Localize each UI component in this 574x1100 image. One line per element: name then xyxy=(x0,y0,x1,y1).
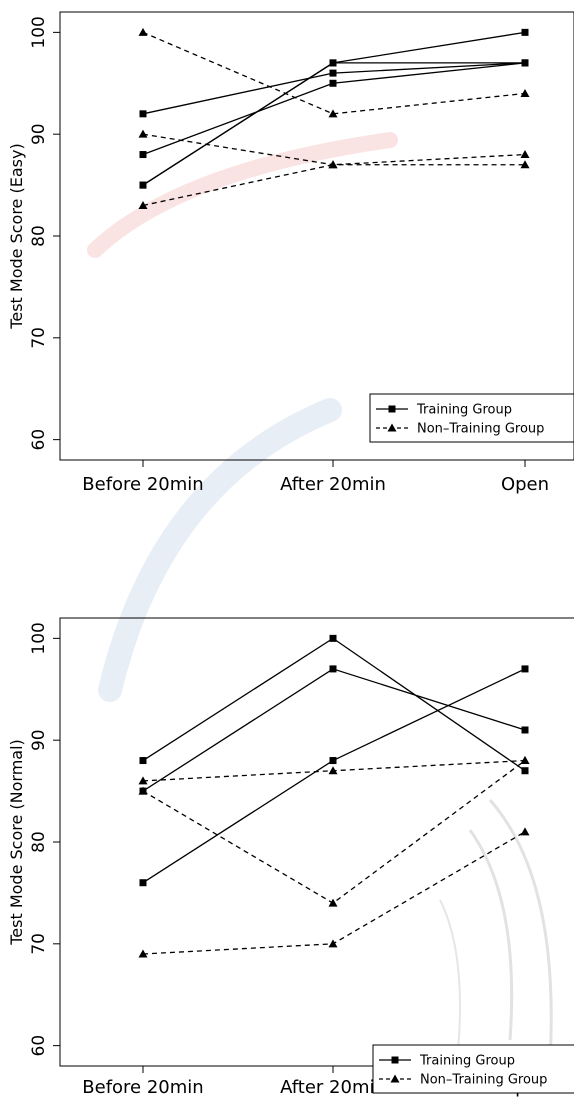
data-point xyxy=(328,160,338,169)
data-point xyxy=(328,766,338,775)
y-tick-label: 90 xyxy=(29,729,49,751)
data-point xyxy=(520,827,530,836)
legend-box xyxy=(372,1044,574,1094)
y-tick-label: 90 xyxy=(29,123,49,145)
legend-marker xyxy=(390,1074,400,1083)
x-tick-label: Before 20min xyxy=(82,474,203,495)
data-point xyxy=(329,79,337,87)
data-point xyxy=(521,28,529,36)
data-point xyxy=(139,181,147,189)
data-point xyxy=(138,949,148,958)
y-tick-label: 70 xyxy=(29,933,49,955)
data-point xyxy=(521,767,529,775)
data-point xyxy=(329,634,337,642)
legend-marker xyxy=(387,423,397,432)
data-point xyxy=(138,129,148,138)
series-line xyxy=(142,760,526,904)
data-point xyxy=(139,879,147,887)
data-point xyxy=(328,939,338,948)
y-axis-label: Test Mode Score (Normal) xyxy=(7,739,26,946)
data-point xyxy=(138,776,148,785)
x-tick-label: Before 20min xyxy=(82,1077,203,1098)
x-tick-label: Open xyxy=(501,474,549,495)
legend: Training Group Non–Training Group xyxy=(372,1044,574,1094)
series-training-line xyxy=(139,634,529,775)
plot-frame xyxy=(59,617,574,1067)
series-training-line xyxy=(139,665,529,795)
x-tick-label: After 20min xyxy=(280,474,386,495)
chart-panel-normal: 60 70 80 90 100 Test Mode Score (Normal) Befor… xyxy=(7,617,574,1098)
legend: Training Group Non–Training Group xyxy=(369,393,574,443)
series-line xyxy=(142,637,526,772)
series-line xyxy=(142,153,526,207)
data-point xyxy=(520,150,530,159)
chart-panel-easy: 60 70 80 90 100 Test Mode Score (Easy) Before … xyxy=(7,11,574,495)
data-point xyxy=(328,109,338,118)
y-tick-label: 100 xyxy=(29,16,49,48)
series-non-training-line xyxy=(138,27,530,118)
legend-label: Training Group xyxy=(419,1054,515,1069)
data-point xyxy=(521,59,529,67)
y-tick-label: 80 xyxy=(29,831,49,853)
series-line xyxy=(142,668,526,884)
series-training-line xyxy=(139,59,529,189)
data-point xyxy=(139,757,147,765)
y-tick-label: 60 xyxy=(29,429,49,451)
data-point xyxy=(329,757,337,765)
series-non-training-line xyxy=(138,827,530,958)
legend-box xyxy=(369,393,574,443)
data-point xyxy=(329,69,337,77)
data-point xyxy=(138,27,148,36)
y-tick-label: 80 xyxy=(29,225,49,247)
legend-marker xyxy=(391,1056,399,1064)
data-point xyxy=(138,200,148,209)
data-point xyxy=(520,160,530,169)
data-point xyxy=(520,756,530,765)
y-tick-label: 60 xyxy=(29,1035,49,1057)
watermark-decoration xyxy=(87,132,553,1081)
legend-label: Training Group xyxy=(416,403,512,418)
series-non-training-line xyxy=(138,150,530,209)
y-tick-label: 70 xyxy=(29,327,49,349)
series-line xyxy=(142,831,526,955)
data-point xyxy=(139,151,147,159)
x-tick-label: After 20min xyxy=(280,1077,386,1098)
series-line xyxy=(142,62,526,156)
data-point xyxy=(329,665,337,673)
data-point xyxy=(521,726,529,734)
data-point xyxy=(521,665,529,673)
y-axis-label: Test Mode Score (Easy) xyxy=(7,143,26,329)
series-non-training-line xyxy=(138,756,530,907)
legend-label: Non–Training Group xyxy=(417,422,544,437)
data-point xyxy=(520,88,530,97)
plot-frame xyxy=(59,11,574,461)
legend-label: Non–Training Group xyxy=(420,1073,547,1088)
data-point xyxy=(329,59,337,67)
legend-marker xyxy=(388,405,396,413)
data-point xyxy=(139,110,147,118)
y-tick-label: 100 xyxy=(29,622,49,654)
series-training-line xyxy=(139,665,529,887)
data-point xyxy=(138,786,148,795)
data-point xyxy=(328,898,338,907)
series-line xyxy=(142,31,526,115)
